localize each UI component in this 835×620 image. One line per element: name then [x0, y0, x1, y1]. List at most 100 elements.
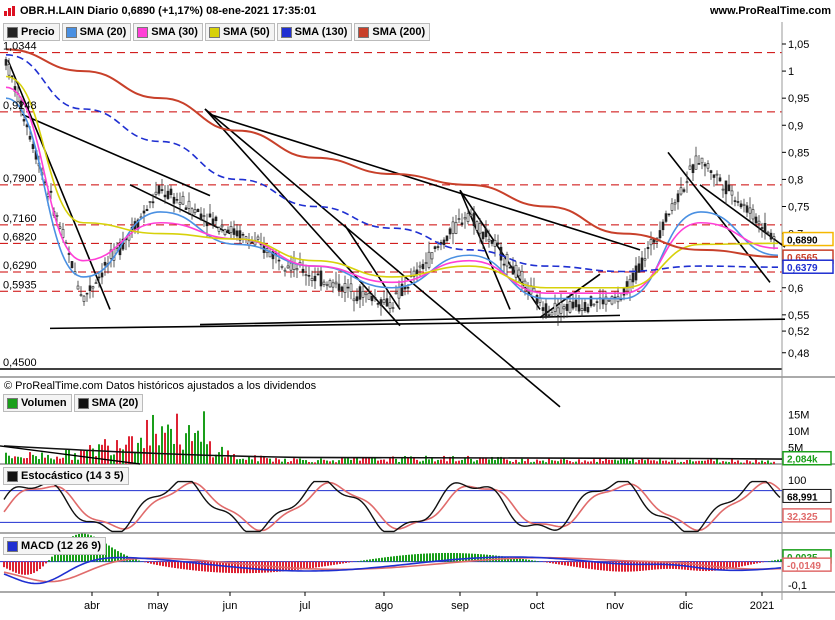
macd-histogram-bar	[606, 561, 608, 571]
macd-histogram-bar	[525, 559, 527, 562]
volume-bar	[542, 460, 544, 464]
volume-bar	[47, 454, 49, 464]
volume-bar	[200, 441, 202, 464]
candle-body	[4, 59, 8, 66]
candle-body	[214, 216, 218, 222]
macd-histogram-bar	[150, 561, 152, 564]
candle-body	[202, 215, 206, 217]
candle-body	[364, 292, 368, 296]
price-level-label: 0,9248	[3, 100, 37, 112]
legend-chip-vol-0[interactable]: Volumen	[3, 394, 72, 412]
sma-line-5	[5, 48, 779, 258]
legend-chip-price-3[interactable]: SMA (50)	[204, 23, 275, 41]
legend-chip-price-2[interactable]: SMA (30)	[133, 23, 203, 41]
volume-bar	[53, 459, 55, 464]
macd-histogram-bar	[549, 561, 551, 564]
macd-histogram-bar	[531, 560, 533, 562]
macd-histogram-bar	[726, 561, 728, 570]
volume-bar	[233, 454, 235, 464]
month-label: jul	[298, 600, 310, 612]
price-level-label: 1,0344	[3, 41, 37, 53]
candle-body	[166, 190, 170, 199]
candle-body	[715, 173, 719, 176]
volume-bar	[443, 455, 445, 464]
legend-chip-price-0[interactable]: Precio	[3, 23, 60, 41]
volume-bar	[434, 461, 436, 464]
volume-bar	[383, 459, 385, 464]
candle-body	[148, 201, 152, 203]
volume-bar	[362, 457, 364, 464]
sma-line-2	[5, 86, 779, 294]
volume-bar	[566, 459, 568, 464]
legend-chip-price-1[interactable]: SMA (20)	[61, 23, 132, 41]
macd-histogram-bar	[747, 561, 749, 566]
macd-histogram-bar	[201, 561, 203, 572]
legend-chip-price-5[interactable]: SMA (200)	[354, 23, 431, 41]
candle-body	[688, 165, 692, 170]
macd-histogram-bar	[174, 561, 176, 569]
macd-histogram-bar	[429, 553, 431, 562]
candle-body	[367, 293, 371, 300]
volume-bar	[299, 458, 301, 464]
volume-bar	[725, 461, 727, 464]
volume-bar	[668, 461, 670, 464]
volume-bar	[770, 462, 772, 464]
candle-body	[193, 209, 197, 213]
candle-body	[457, 218, 461, 220]
candle-body	[436, 246, 440, 248]
candle-body	[589, 296, 593, 307]
volume-bar	[302, 459, 304, 464]
macd-histogram-bar	[591, 561, 593, 570]
volume-bar	[557, 461, 559, 464]
volume-bar	[65, 449, 67, 464]
candle-body	[250, 241, 254, 244]
legend-label: SMA (20)	[79, 26, 127, 38]
legend-chip-price-4[interactable]: SMA (130)	[276, 23, 353, 41]
macd-histogram-bar	[15, 561, 17, 573]
candle-body	[160, 189, 164, 191]
volume-bar	[326, 460, 328, 464]
candle-body	[745, 205, 749, 213]
candle-body	[520, 270, 524, 283]
legend-chip-vol-1[interactable]: SMA (20)	[73, 394, 144, 412]
candle-body	[418, 265, 422, 268]
candle-body	[385, 298, 389, 307]
candle-body	[301, 268, 305, 273]
candle-body	[277, 259, 281, 262]
legend-swatch	[358, 26, 370, 38]
price-level-label: 0,4500	[3, 357, 37, 369]
volume-bar	[125, 444, 127, 464]
macd-histogram-bar	[297, 561, 299, 570]
volume-bar	[122, 449, 124, 464]
price-axis-label: 0,95	[788, 93, 809, 105]
volume-bar	[380, 459, 382, 464]
legend-label: Volumen	[21, 397, 67, 409]
price-legend: Precio SMA (20) SMA (30) SMA (50) SMA (130) S…	[3, 23, 431, 41]
volume-bar	[245, 459, 247, 464]
candle-body	[481, 231, 485, 240]
macd-histogram-bar	[414, 554, 416, 562]
macd-histogram-bar	[774, 560, 776, 562]
volume-bar	[677, 462, 679, 464]
macd-histogram-bar	[570, 561, 572, 567]
macd-histogram-bar	[42, 561, 44, 567]
price-level-label: 0,7160	[3, 213, 37, 225]
macd-histogram-bar	[225, 561, 227, 573]
volume-bar	[431, 458, 433, 464]
candle-body	[397, 287, 401, 299]
volume-bar	[401, 458, 403, 464]
macd-histogram-bar	[378, 558, 380, 562]
trend-line	[7, 59, 111, 310]
candle-body	[256, 236, 260, 240]
volume-bar	[440, 459, 442, 464]
macd-histogram-bar	[342, 561, 344, 564]
legend-chip-stoch-0[interactable]: Estocástico (14 3 5)	[3, 467, 129, 485]
macd-histogram-bar	[594, 561, 596, 570]
volume-bar	[185, 433, 187, 464]
volume-bar	[359, 460, 361, 464]
volume-bar	[701, 460, 703, 464]
macd-histogram-bar	[291, 561, 293, 571]
legend-chip-macd-0[interactable]: MACD (12 26 9)	[3, 537, 107, 555]
sma-line-3	[5, 75, 779, 289]
candle-body	[79, 294, 83, 297]
